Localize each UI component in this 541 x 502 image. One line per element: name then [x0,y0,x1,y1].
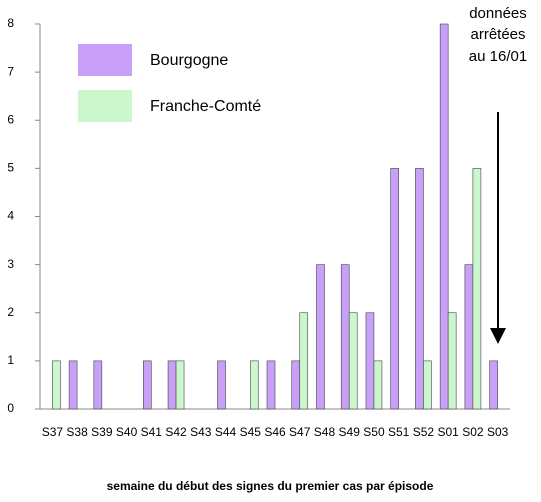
annotation: au 16/01 [469,48,527,65]
x-tick-label: S52 [413,425,435,439]
x-tick-label: S38 [66,425,88,439]
bar [93,360,103,410]
y-tick-label: 3 [7,257,14,271]
x-tick-label: S39 [91,425,113,439]
bar [217,360,226,410]
bar [472,168,482,410]
x-tick-label: S37 [42,425,64,439]
y-tick-label: 0 [7,401,14,415]
x-tick-label: S44 [215,425,237,439]
bar [167,360,177,410]
bar [423,360,432,410]
x-tick-label: S48 [314,425,336,439]
x-tick-label: S42 [165,425,187,439]
x-tick-label: S43 [190,425,212,439]
annotation: données [469,5,527,22]
bar [316,264,325,410]
bar [249,360,259,410]
y-tick-label: 7 [7,64,14,78]
x-tick-label: S51 [388,425,410,439]
annotation: arrêtées [470,26,525,43]
bar [439,23,449,410]
bar [447,312,457,410]
legend-label: Bourgogne [150,52,228,69]
legend-swatch [78,44,132,76]
x-tick-label: S02 [462,425,484,439]
y-tick-label: 8 [7,16,14,30]
bar [68,360,78,410]
y-tick-label: 2 [7,305,14,319]
bar [348,312,358,410]
x-tick-label: S03 [487,425,509,439]
x-tick-label: S01 [437,425,459,439]
y-tick-label: 5 [7,161,14,175]
x-tick-label: S50 [363,425,385,439]
bar [291,360,301,410]
legend-swatch [78,90,132,122]
y-tick-label: 6 [7,112,14,126]
arrow-head [490,328,506,344]
bar [299,312,309,410]
x-tick-label: S49 [339,425,361,439]
x-tick-label: S47 [289,425,311,439]
bar [266,360,276,410]
bar [143,360,152,410]
bar [464,264,474,410]
x-tick-label: S46 [264,425,286,439]
y-tick-label: 4 [7,209,14,223]
bar [390,168,399,410]
bar [415,168,424,410]
x-tick-label: S41 [141,425,163,439]
bar [365,312,375,410]
bar [489,360,498,410]
bar [340,264,350,410]
x-tick-label: S45 [240,425,262,439]
bar [373,360,383,410]
legend-label: Franche-Comté [150,98,261,115]
y-tick-label: 1 [7,353,14,367]
x-tick-label: S40 [116,425,138,439]
x-axis-label: semaine du début des signes du premier c… [107,479,434,493]
bar [175,360,185,410]
bar [52,360,61,410]
